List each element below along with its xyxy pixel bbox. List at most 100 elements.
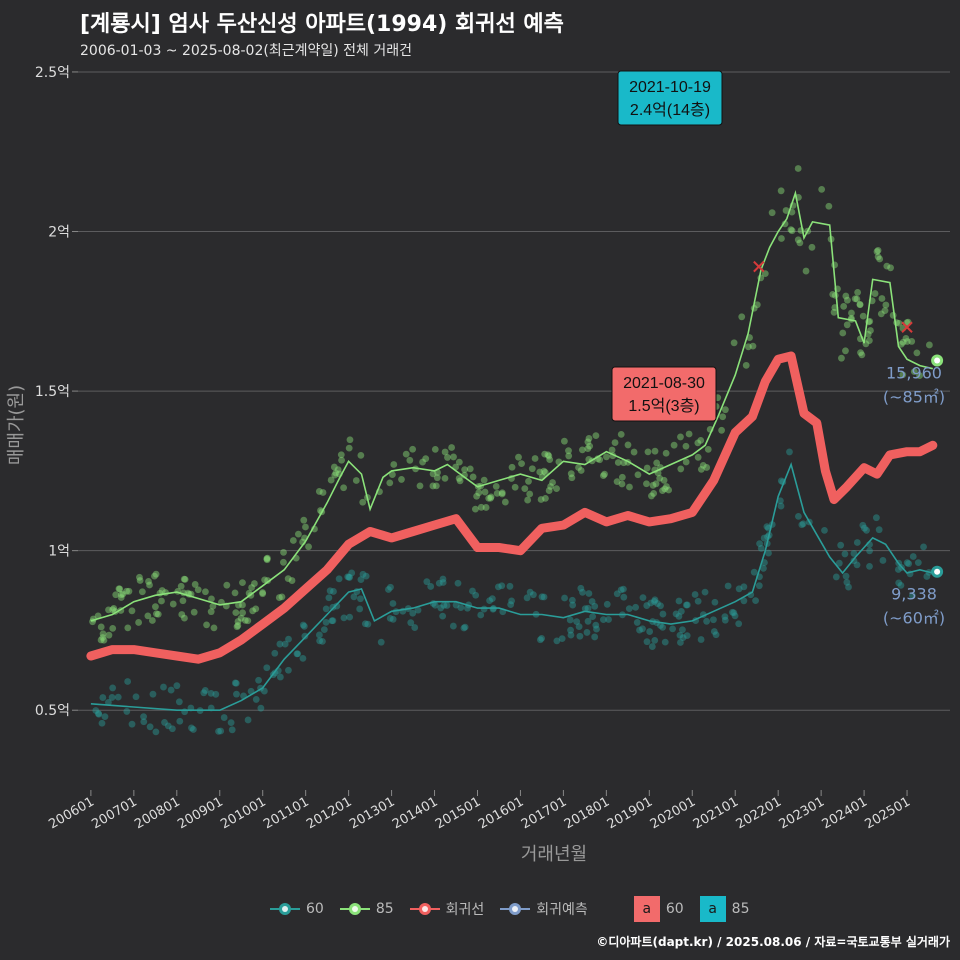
point-85	[252, 605, 260, 613]
callout-box-1	[611, 366, 717, 422]
point-60	[643, 602, 651, 609]
point-85	[261, 576, 268, 584]
point-85	[334, 466, 342, 474]
point-85	[203, 621, 210, 629]
point-85	[477, 503, 485, 511]
point-85	[851, 295, 859, 303]
point-60	[330, 588, 337, 595]
point-60	[506, 582, 514, 590]
point-85	[802, 267, 810, 275]
point-85	[386, 479, 394, 487]
point-60	[740, 597, 748, 605]
point-60	[152, 728, 160, 736]
point-60	[538, 634, 546, 642]
point-85	[545, 452, 553, 460]
point-85	[858, 351, 866, 359]
point-60	[233, 690, 240, 698]
point-85	[895, 319, 903, 327]
point-60	[632, 603, 640, 611]
point-85	[843, 321, 851, 329]
point-85	[677, 465, 685, 473]
point-85	[234, 622, 242, 629]
point-85	[241, 617, 249, 624]
point-60	[755, 582, 763, 590]
point-85	[469, 473, 477, 481]
point-60	[322, 605, 330, 613]
point-60	[786, 448, 793, 456]
x-tick-label: 201001	[218, 794, 268, 832]
point-85	[455, 458, 463, 466]
point-60	[760, 564, 767, 572]
point-85	[648, 492, 655, 500]
x-tick-label: 202501	[863, 794, 913, 832]
point-60	[423, 578, 431, 586]
point-60	[181, 708, 189, 716]
point-60	[464, 604, 471, 612]
page-subtitle: 2006-01-03 ~ 2025-08-02(최근계약일) 전체 거래건	[80, 43, 412, 59]
point-85	[830, 308, 838, 316]
point-85	[808, 243, 816, 251]
point-85	[515, 453, 522, 461]
point-85	[651, 447, 659, 455]
point-85	[144, 612, 152, 620]
point-85	[697, 436, 705, 444]
point-60	[449, 622, 457, 630]
point-60	[335, 575, 343, 583]
point-85	[498, 489, 506, 497]
point-60	[350, 593, 358, 601]
point-60	[691, 591, 699, 598]
point-85	[777, 187, 785, 195]
point-85	[352, 477, 360, 484]
point-85	[99, 634, 107, 641]
point-60	[625, 605, 633, 613]
point-85	[249, 607, 257, 615]
point-60	[651, 596, 659, 604]
point-85	[685, 430, 693, 438]
point-85	[887, 264, 894, 272]
point-85	[782, 207, 790, 214]
point-85	[180, 575, 188, 583]
point-60	[263, 664, 271, 672]
point-85	[319, 489, 327, 496]
point-60	[577, 584, 585, 592]
point-85	[422, 455, 430, 463]
point-60	[95, 710, 103, 718]
point-60	[654, 600, 661, 607]
point-85	[390, 461, 398, 468]
point-60	[835, 559, 843, 567]
point-60	[215, 728, 222, 735]
point-60	[894, 566, 902, 573]
point-85	[838, 354, 845, 362]
point-60	[319, 638, 326, 645]
point-60	[452, 601, 460, 609]
point-85	[877, 310, 885, 318]
legend-box-85: a	[699, 896, 726, 922]
point-85	[278, 593, 286, 601]
point-60	[561, 594, 568, 602]
point-60	[346, 613, 354, 621]
point-85	[498, 490, 506, 498]
point-85	[357, 451, 365, 459]
point-85	[854, 288, 862, 296]
point-85	[577, 467, 585, 474]
point-60	[140, 718, 148, 726]
point-60	[315, 631, 323, 639]
point-85	[719, 413, 727, 421]
point-85	[289, 537, 297, 544]
point-60	[735, 585, 743, 593]
point-85	[565, 452, 573, 460]
point-60	[605, 616, 612, 623]
point-60	[164, 722, 172, 730]
point-85	[117, 594, 125, 601]
point-85	[871, 290, 879, 297]
point-60	[344, 573, 352, 581]
point-85	[315, 488, 323, 495]
point-85	[233, 623, 241, 631]
point-60	[260, 687, 268, 695]
point-60	[583, 629, 591, 636]
point-60	[648, 643, 656, 650]
point-85	[521, 485, 529, 493]
point-85	[531, 455, 539, 462]
point-60	[346, 574, 353, 581]
point-85	[643, 480, 650, 488]
